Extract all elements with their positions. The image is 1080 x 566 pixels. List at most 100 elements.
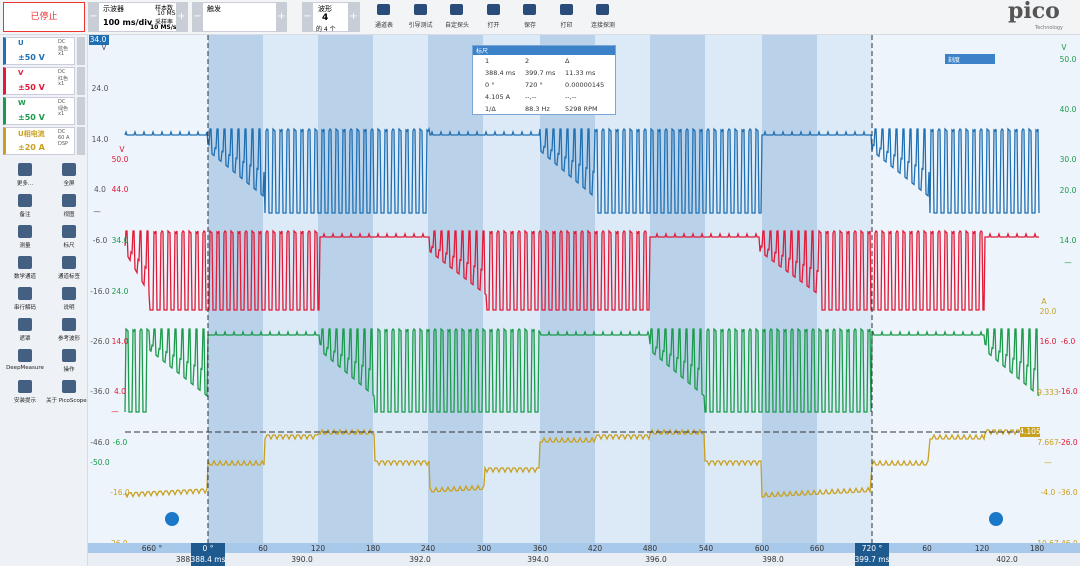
- channel-range[interactable]: ±50 V: [18, 113, 45, 122]
- shade-band: [650, 35, 705, 543]
- action-label[interactable]: 引导测试: [408, 22, 433, 29]
- action-icon[interactable]: [523, 4, 536, 15]
- tool-label[interactable]: 关于 PicoScope 7: [46, 398, 92, 404]
- tool-label[interactable]: 视图: [63, 212, 75, 218]
- channel-setting: 蓝色: [58, 46, 69, 52]
- action-label[interactable]: 打开: [487, 22, 500, 29]
- timebase[interactable]: 100 ms/div: [103, 18, 153, 27]
- channel-name: U相电流: [18, 130, 45, 138]
- channel-card[interactable]: [3, 97, 75, 125]
- axis-label: A: [1041, 297, 1047, 306]
- axis-label: -26.0: [1058, 438, 1078, 447]
- degree-label: 480: [643, 544, 658, 553]
- logo-sub: Technology: [1035, 25, 1064, 31]
- tool-icon[interactable]: [62, 256, 76, 269]
- action-icon[interactable]: [486, 4, 500, 15]
- channel-setting: 绿色: [58, 106, 69, 112]
- ruler-cell: 0.00000145: [565, 81, 605, 89]
- step-button[interactable]: −: [88, 2, 99, 32]
- tool-label[interactable]: 备注: [19, 212, 31, 218]
- tool-label[interactable]: DeepMeasure: [6, 365, 44, 371]
- action-label[interactable]: 打印: [560, 22, 573, 29]
- trigger[interactable]: 触发: [207, 5, 221, 13]
- axis-label: —: [1064, 258, 1072, 267]
- tool-icon[interactable]: [18, 194, 32, 207]
- waveform: [124, 327, 1040, 413]
- action-icon[interactable]: [413, 4, 427, 15]
- tool-icon[interactable]: [18, 163, 32, 176]
- channel-toggle[interactable]: [77, 127, 85, 155]
- step-button[interactable]: +: [276, 2, 287, 32]
- channel-toggle[interactable]: [77, 67, 85, 95]
- tool-icon[interactable]: [18, 380, 32, 393]
- tool-label[interactable]: 标尺: [63, 243, 75, 249]
- rate-label: 采样率: [155, 19, 174, 26]
- action-icon[interactable]: [450, 4, 463, 15]
- scale-label: 刻度: [948, 57, 961, 64]
- channel-toggle[interactable]: [77, 37, 85, 65]
- tool-label[interactable]: 数学通道: [13, 274, 36, 280]
- step-button[interactable]: −: [302, 2, 313, 32]
- channel-range[interactable]: ±20 A: [18, 143, 45, 152]
- tool-label[interactable]: 更多...: [16, 181, 34, 187]
- degree-label: 360: [533, 544, 548, 553]
- scroll-button[interactable]: [989, 512, 1003, 526]
- axis-label: -6.0: [93, 236, 108, 245]
- tool-label[interactable]: 通道标签: [57, 274, 80, 280]
- action-icon[interactable]: [377, 4, 390, 15]
- tool-icon[interactable]: [18, 318, 32, 331]
- channel-range[interactable]: ±50 V: [18, 53, 45, 62]
- axis-label: -16.0: [90, 287, 110, 296]
- ruler-table[interactable]: 标尺 1 2 Δ 388.4 ms 399.7 ms 11.33 ms 0 ° 720 ° 0.0…: [472, 45, 616, 115]
- degree-label: 660 °: [142, 544, 163, 553]
- channel-card[interactable]: [3, 37, 75, 65]
- channel-name: V: [18, 69, 24, 77]
- tool-icon[interactable]: [62, 318, 76, 331]
- tool-icon[interactable]: [18, 287, 32, 300]
- tool-icon[interactable]: [18, 349, 32, 362]
- action-label[interactable]: 自定探头: [444, 22, 469, 29]
- degree-label: 660: [810, 544, 825, 553]
- channel-toggle[interactable]: [77, 97, 85, 125]
- axis-label: -46.0: [90, 438, 110, 447]
- stop-button[interactable]: 已停止: [3, 2, 85, 32]
- degree-label: 180: [366, 544, 381, 553]
- action-icon[interactable]: [596, 4, 609, 15]
- tool-icon[interactable]: [62, 287, 76, 300]
- tool-icon[interactable]: [62, 194, 76, 207]
- channel-card[interactable]: [3, 127, 75, 155]
- step-button[interactable]: −: [192, 2, 203, 32]
- channel-range[interactable]: ±50 V: [18, 83, 45, 92]
- time-label: 394.0: [527, 555, 549, 564]
- tool-icon[interactable]: [18, 256, 32, 269]
- step-button[interactable]: +: [348, 2, 359, 32]
- action-label[interactable]: 连接探测: [590, 22, 615, 29]
- wave-count[interactable]: 4: [322, 13, 329, 23]
- scale-box[interactable]: 刻度: [945, 54, 995, 64]
- tool-label[interactable]: 全屏: [63, 181, 75, 187]
- tool-label[interactable]: 安装提示: [13, 398, 36, 404]
- axis-label: —: [93, 207, 101, 216]
- action-label[interactable]: 保存: [523, 22, 536, 29]
- axis-label: 4.105: [1019, 427, 1041, 436]
- tool-label[interactable]: 操作: [63, 367, 75, 373]
- action-icon[interactable]: [559, 4, 573, 15]
- scroll-button[interactable]: [165, 512, 179, 526]
- logo: pico: [1008, 0, 1060, 24]
- step-button[interactable]: +: [176, 2, 187, 32]
- tool-icon[interactable]: [62, 163, 76, 176]
- tool-label[interactable]: 遮罩: [19, 336, 31, 342]
- tool-label[interactable]: 参考波形: [57, 336, 80, 342]
- degree-label: 240: [421, 544, 436, 553]
- tool-icon[interactable]: [62, 225, 76, 238]
- tool-label[interactable]: 串行解码: [13, 305, 36, 311]
- waveform: [124, 428, 1040, 499]
- channel-card[interactable]: [3, 67, 75, 95]
- tool-icon[interactable]: [62, 380, 76, 393]
- tool-icon[interactable]: [62, 349, 76, 362]
- action-label[interactable]: 通道表: [374, 22, 393, 29]
- tool-label[interactable]: 说明: [63, 305, 75, 311]
- tool-icon[interactable]: [18, 225, 32, 238]
- shade-band: [318, 35, 373, 543]
- tool-label[interactable]: 测量: [19, 243, 31, 249]
